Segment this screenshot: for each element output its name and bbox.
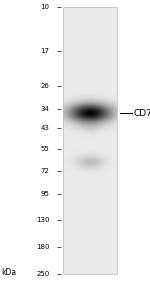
Text: 17: 17 xyxy=(40,48,50,54)
Text: 180: 180 xyxy=(36,244,50,250)
Text: 250: 250 xyxy=(36,271,50,277)
Text: 26: 26 xyxy=(41,84,50,90)
Text: 95: 95 xyxy=(41,191,50,197)
Bar xyxy=(63,7,117,274)
Text: 43: 43 xyxy=(41,125,50,131)
Text: CD74: CD74 xyxy=(134,109,150,118)
Text: 55: 55 xyxy=(41,146,50,152)
Text: 34: 34 xyxy=(41,106,50,112)
Text: 10: 10 xyxy=(40,4,50,10)
Text: 130: 130 xyxy=(36,217,50,223)
Text: kDa: kDa xyxy=(2,268,17,277)
Text: 72: 72 xyxy=(41,168,50,174)
